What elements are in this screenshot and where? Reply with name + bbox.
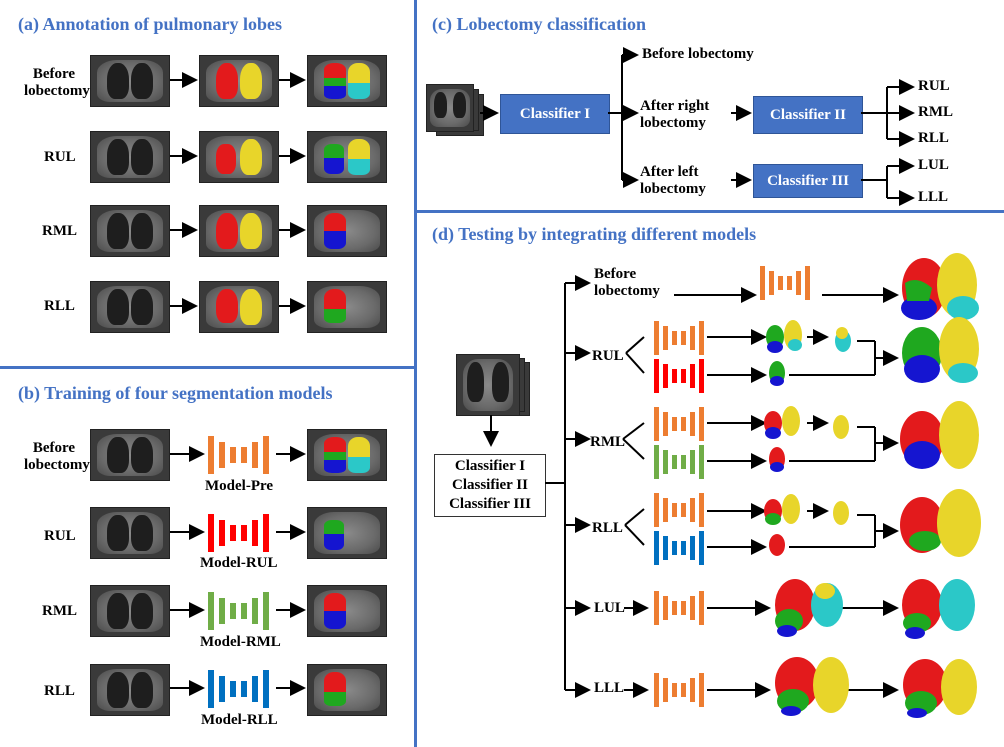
ct-image-lobes <box>307 664 387 716</box>
ct-image-lobes <box>307 205 387 257</box>
lung-render-before <box>901 253 979 320</box>
separator-vertical <box>414 0 417 747</box>
unet-icon-pre <box>654 407 704 441</box>
branch-lll-label: LLL <box>594 680 625 696</box>
ct-image <box>426 84 474 132</box>
panel-c-title: (c) Lobectomy classification <box>432 14 646 34</box>
branch-rul-label: RUL <box>592 348 624 364</box>
lung-render-lll <box>903 659 977 718</box>
ct-image <box>456 354 520 416</box>
panel-a-row-label: Before lobectomy <box>24 66 90 99</box>
before-lobectomy-label: Before lobectomy <box>642 46 754 62</box>
panel-d-title: (d) Testing by integrating different mod… <box>432 224 757 244</box>
panel-a-row-label: RML <box>42 223 77 239</box>
ct-image <box>90 664 170 716</box>
output-lll: LLL <box>918 189 949 205</box>
lung-render-rul <box>902 317 979 383</box>
lung-render-rll <box>900 489 981 557</box>
panel-b-row-label: RLL <box>44 683 75 699</box>
model-label-pre: Model-Pre <box>205 478 274 494</box>
unet-icon-pre <box>654 493 704 527</box>
unet-icon-rul <box>208 514 269 552</box>
unet-icon-rml <box>654 445 704 479</box>
unet-icon-pre <box>760 266 810 300</box>
lung-render-rll-step <box>764 494 849 556</box>
ct-image <box>90 131 170 183</box>
unet-icon-rml <box>208 592 269 630</box>
ct-image-lobes <box>307 131 387 183</box>
classifier-1-box: Classifier I <box>500 94 610 134</box>
ct-image <box>90 585 170 637</box>
model-label-rul: Model-RUL <box>200 555 278 571</box>
ct-image-annotated <box>199 131 279 183</box>
panel-b-row-label: RUL <box>44 528 76 544</box>
lung-render-lul <box>902 579 975 639</box>
after-left-label: After left lobectomy <box>640 164 706 197</box>
classifier-2-label: Classifier II <box>452 477 528 493</box>
ct-image-lobes <box>307 585 387 637</box>
panel-b-title: (b) Training of four segmentation models <box>18 383 333 403</box>
unet-icon-pre <box>654 321 704 355</box>
unet-icon-pre <box>208 436 269 474</box>
separator-right <box>417 210 1004 213</box>
ct-image-lobes <box>307 281 387 333</box>
unet-icon-pre <box>654 591 704 625</box>
panel-a-arrows <box>170 72 306 314</box>
ct-image <box>90 55 170 107</box>
unet-icon-rul <box>654 359 704 393</box>
after-right-label: After right lobectomy <box>640 98 710 131</box>
ct-image-annotated <box>199 205 279 257</box>
classifier-3-label: Classifier III <box>449 496 531 512</box>
ct-image <box>90 205 170 257</box>
ct-image <box>90 429 170 481</box>
model-label-rll: Model-RLL <box>201 712 278 728</box>
branch-before-label: Before lobectomy <box>594 266 660 299</box>
branch-rll-label: RLL <box>592 520 623 536</box>
ct-image-lobes <box>307 55 387 107</box>
unet-icon-rll <box>208 670 269 708</box>
output-lul: LUL <box>918 157 949 173</box>
branch-lul-label: LUL <box>594 600 625 616</box>
ct-image-lobes <box>307 507 387 559</box>
panel-c-arrows <box>480 47 915 206</box>
ct-image-annotated <box>199 281 279 333</box>
panel-b-graphics <box>170 436 306 708</box>
output-rll: RLL <box>918 130 949 146</box>
separator-left <box>0 366 414 369</box>
ct-image-lobes <box>307 429 387 481</box>
ct-image-annotated <box>199 55 279 107</box>
panel-b-row-label: RML <box>42 603 77 619</box>
lung-render-lll-step <box>775 657 849 716</box>
classifier-3-box: Classifier III <box>753 164 863 198</box>
panel-b-row-label: Before lobectomy <box>24 440 90 473</box>
panel-a-title: (a) Annotation of pulmonary lobes <box>18 14 283 34</box>
classifier-1-label: Classifier I <box>454 458 526 474</box>
panel-d-graphics <box>483 253 981 718</box>
unet-icon-rll <box>654 531 704 565</box>
branch-rml-label: RML <box>590 434 625 450</box>
ct-image <box>90 507 170 559</box>
output-rul: RUL <box>918 78 950 94</box>
output-rml: RML <box>918 104 953 120</box>
model-label-rml: Model-RML <box>200 634 281 650</box>
classifier-stack: Classifier I Classifier II Classifier II… <box>434 454 546 517</box>
lung-render-rml <box>900 401 979 469</box>
panel-a-row-label: RUL <box>44 149 76 165</box>
lung-render-lul-step <box>775 579 843 637</box>
ct-image <box>90 281 170 333</box>
classifier-2-box: Classifier II <box>753 96 863 134</box>
unet-icon-pre <box>654 673 704 707</box>
panel-a-row-label: RLL <box>44 298 75 314</box>
lung-render-rul-step <box>766 320 851 386</box>
lung-render-rml-step <box>764 406 849 472</box>
